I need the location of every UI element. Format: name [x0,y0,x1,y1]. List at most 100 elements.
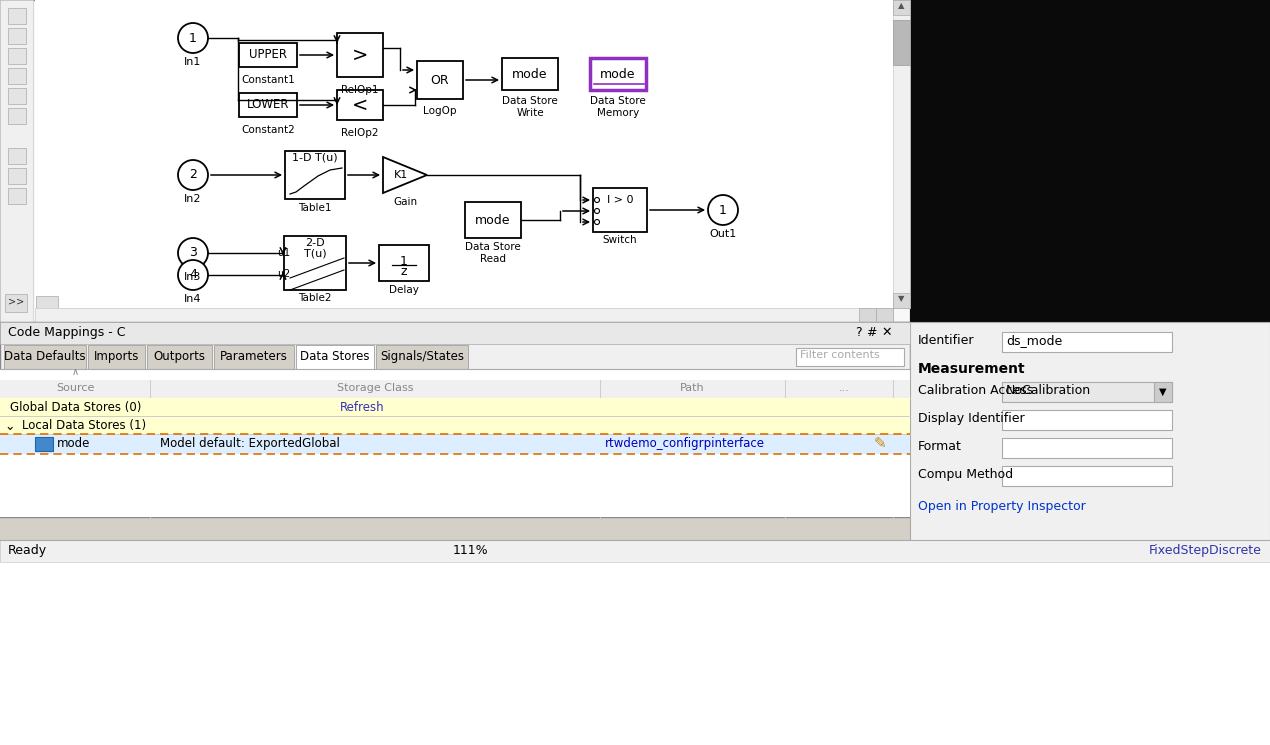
Text: ▲: ▲ [898,1,904,10]
Text: 2-D: 2-D [305,238,325,248]
Bar [8,148,25,164]
Text: 1: 1 [189,31,197,45]
Text: Compu Method: Compu Method [918,468,1013,481]
Circle shape [178,23,208,53]
Text: mode: mode [57,437,90,450]
Text: Format: Format [918,440,961,453]
Bar [8,8,25,24]
Text: Filter contents: Filter contents [800,350,880,360]
Bar [893,0,911,15]
Bar [284,236,345,290]
Text: Calibration Access: Calibration Access [918,384,1033,397]
Circle shape [178,160,208,190]
Bar [0,416,911,434]
Bar [0,370,911,517]
Text: LOWER: LOWER [246,98,290,112]
Text: ∧: ∧ [71,367,79,377]
Text: ...: ... [838,383,850,393]
Text: Data Defaults: Data Defaults [4,350,86,363]
Text: T(u): T(u) [304,248,326,258]
Text: Parameters: Parameters [220,350,288,363]
Text: z: z [401,265,408,278]
Bar [0,322,911,344]
Text: #: # [866,326,876,339]
Bar [36,296,58,314]
Bar [417,61,464,99]
Text: Outports: Outports [154,350,206,363]
Bar [0,0,911,322]
Bar [1154,382,1172,402]
Text: 111%: 111% [452,544,488,557]
Bar [0,0,33,322]
Bar [147,345,212,369]
Bar [893,293,911,308]
Text: 1-D T(u): 1-D T(u) [292,153,338,163]
Bar [0,434,911,454]
Text: Data Stores: Data Stores [300,350,370,363]
Text: Constant2: Constant2 [241,125,295,135]
Text: Identifier: Identifier [918,334,974,347]
Bar [8,88,25,104]
Bar [296,345,373,369]
Bar [8,168,25,184]
Bar [337,90,384,120]
Bar [376,345,469,369]
Bar [239,43,297,67]
Bar [502,58,558,90]
Text: In1: In1 [184,57,202,67]
Text: 2: 2 [189,168,197,182]
Text: K1: K1 [394,170,408,180]
Text: <: < [352,95,368,115]
Text: Open in Property Inspector: Open in Property Inspector [918,500,1086,513]
Bar [36,0,893,308]
Text: ⌄: ⌄ [5,420,15,433]
Bar [465,202,521,238]
Text: ▼: ▼ [1160,387,1167,397]
Text: Data Store
Read: Data Store Read [465,242,521,264]
Text: >: > [352,45,368,65]
Text: mode: mode [475,214,511,226]
Text: ▼: ▼ [898,294,904,303]
Circle shape [594,209,599,214]
Text: ?: ? [855,326,861,339]
Circle shape [707,195,738,225]
Bar [8,68,25,84]
Text: In2: In2 [184,194,202,204]
Text: 1: 1 [719,203,726,217]
Text: Model default: ExportedGlobal: Model default: ExportedGlobal [160,437,340,450]
Text: Storage Class: Storage Class [337,383,413,393]
Text: Data Store
Write: Data Store Write [502,96,558,118]
Circle shape [178,260,208,290]
Text: Signals/States: Signals/States [380,350,464,363]
Text: ✎: ✎ [874,436,886,451]
Bar [88,345,145,369]
Bar [0,380,911,398]
Bar [0,540,1270,562]
Bar [859,308,876,322]
Text: Delay: Delay [389,285,419,295]
Text: Ready: Ready [8,544,47,557]
Bar [36,437,53,451]
Text: Table2: Table2 [298,293,331,303]
Text: u1: u1 [277,248,290,258]
Polygon shape [384,157,427,193]
Bar [796,348,904,366]
Bar [1002,438,1172,458]
Text: u2: u2 [277,269,290,279]
Text: RelOp2: RelOp2 [342,128,378,138]
Bar [8,28,25,44]
Text: Source: Source [56,383,94,393]
Text: mode: mode [601,68,636,80]
Bar [239,93,297,117]
Text: In3: In3 [184,272,202,282]
Text: I > 0: I > 0 [607,195,634,205]
Text: Constant1: Constant1 [241,75,295,85]
Text: >>: >> [8,296,24,306]
Bar [1002,410,1172,430]
Text: NoCalibration: NoCalibration [1006,384,1091,397]
Bar [911,0,1270,322]
Bar [0,322,911,517]
Circle shape [594,197,599,203]
Text: Table1: Table1 [298,203,331,213]
Text: UPPER: UPPER [249,48,287,62]
